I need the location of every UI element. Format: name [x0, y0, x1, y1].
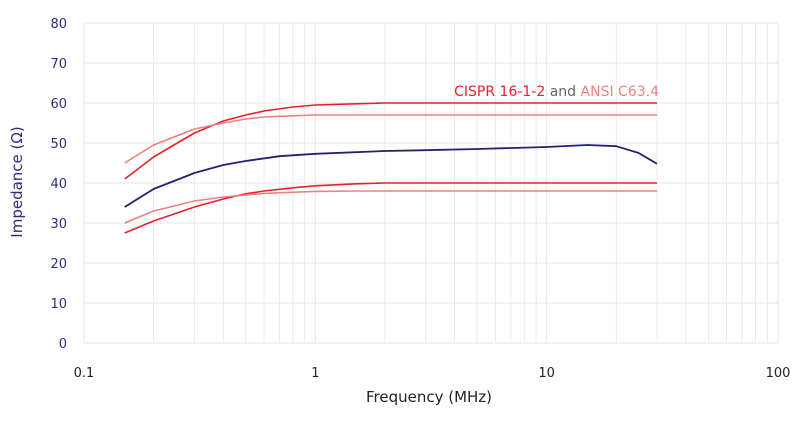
x-tick-label: 0.1 [74, 366, 95, 381]
x-tick-label: 100 [766, 366, 791, 381]
y-tick-label: 60 [50, 97, 67, 112]
y-tick-label: 40 [50, 177, 67, 192]
y-tick-label: 80 [50, 17, 67, 32]
legend-cispr: CISPR 16-1-2 [454, 84, 545, 100]
legend-and: and [545, 84, 580, 100]
y-axis-title: Impedance (Ω) [8, 126, 26, 237]
y-tick-label: 30 [50, 217, 67, 232]
series-layer [124, 102, 658, 234]
x-tick-label: 10 [538, 366, 555, 381]
legend-ansi: ANSI C63.4 [581, 84, 660, 100]
y-tick-label: 20 [50, 257, 67, 272]
y-tick-label: 70 [50, 57, 67, 72]
series-line-0 [124, 102, 657, 180]
series-line-1 [124, 114, 657, 164]
x-tick-label: 1 [311, 366, 319, 381]
y-tick-label: 0 [59, 337, 67, 352]
series-line-3 [124, 182, 657, 234]
x-axis-title: Frequency (MHz) [366, 388, 492, 406]
tick-labels: 0 10 20 30 40 50 60 70 80 0.1 1 10 100 [50, 17, 790, 381]
series-line-2 [124, 144, 658, 208]
legend: CISPR 16-1-2 and ANSI C63.4 [454, 84, 659, 100]
y-tick-label: 10 [50, 297, 67, 312]
series-line-4 [124, 190, 657, 224]
y-tick-label: 50 [50, 137, 67, 152]
